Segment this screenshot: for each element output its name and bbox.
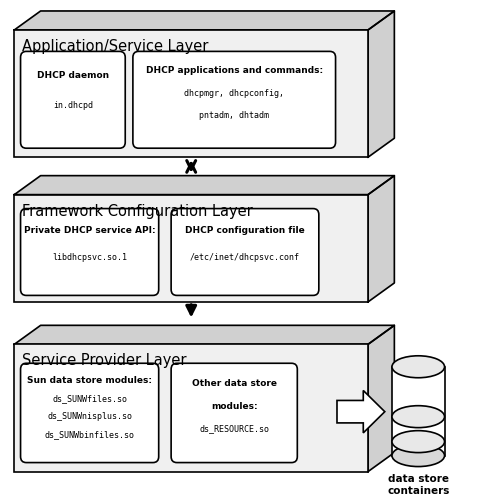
Polygon shape [14,176,394,195]
Text: Other data store: Other data store [192,379,277,388]
Text: data store
containers: data store containers [387,474,449,496]
Text: Framework Configuration Layer: Framework Configuration Layer [22,204,252,219]
Text: Private DHCP service API:: Private DHCP service API: [24,226,155,235]
Polygon shape [14,325,394,344]
Text: DHCP configuration file: DHCP configuration file [185,226,305,235]
Text: DHCP applications and commands:: DHCP applications and commands: [146,66,323,75]
Text: ds_SUNWnisplus.so: ds_SUNWnisplus.so [47,412,132,421]
Text: ds_SUNWbinfiles.so: ds_SUNWbinfiles.so [44,430,135,439]
FancyBboxPatch shape [133,51,336,148]
Text: dhcpmgr, dhcpconfig,: dhcpmgr, dhcpconfig, [184,89,284,98]
FancyBboxPatch shape [21,51,125,148]
Polygon shape [368,176,394,302]
Ellipse shape [392,406,445,428]
Polygon shape [14,30,368,157]
FancyBboxPatch shape [171,209,319,295]
Polygon shape [392,367,445,456]
Polygon shape [368,11,394,157]
Text: Sun data store modules:: Sun data store modules: [27,376,152,385]
Ellipse shape [392,431,445,453]
Text: modules:: modules: [211,402,258,411]
Text: in.dhcpd: in.dhcpd [53,101,93,110]
Text: ds_RESOURCE.so: ds_RESOURCE.so [199,425,269,434]
Text: libdhcpsvc.so.1: libdhcpsvc.so.1 [52,253,127,262]
FancyBboxPatch shape [21,209,159,295]
Ellipse shape [392,356,445,378]
Polygon shape [14,344,368,472]
Polygon shape [368,325,394,472]
Polygon shape [337,390,385,433]
Ellipse shape [392,445,445,467]
Polygon shape [14,195,368,302]
Text: Application/Service Layer: Application/Service Layer [22,39,208,54]
Text: /etc/inet/dhcpsvc.conf: /etc/inet/dhcpsvc.conf [190,253,300,262]
FancyBboxPatch shape [21,363,159,463]
Text: pntadm, dhtadm: pntadm, dhtadm [199,111,269,120]
Text: Service Provider Layer: Service Provider Layer [22,353,186,368]
Text: DHCP daemon: DHCP daemon [37,71,109,80]
Text: ds_SUNWfiles.so: ds_SUNWfiles.so [52,394,127,403]
Polygon shape [14,11,394,30]
FancyBboxPatch shape [171,363,297,463]
